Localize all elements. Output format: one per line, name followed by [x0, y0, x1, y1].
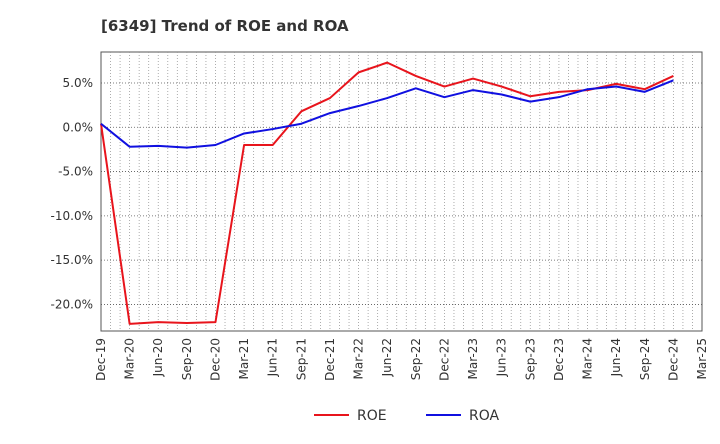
x-tick-label: Jun-24 — [609, 338, 623, 377]
y-tick-label: -15.0% — [51, 253, 93, 267]
x-tick-label: Sep-24 — [638, 338, 652, 380]
grid-layer — [100, 51, 703, 332]
x-tick-label: Sep-22 — [409, 338, 423, 380]
axis-layer: 5.0% 0.0% -5.0% -10.0% -15.0% -20.0% Dec-19 Mar… — [51, 76, 709, 381]
x-tick-label: Mar-20 — [123, 338, 137, 379]
x-tick-label: Sep-21 — [294, 338, 308, 380]
y-tick-label: -20.0% — [51, 297, 93, 311]
y-tick-label: -10.0% — [51, 209, 93, 223]
legend: ROE ROA — [314, 408, 500, 424]
chart-title: [6349] Trend of ROE and ROA — [101, 17, 349, 35]
x-tick-label: Mar-22 — [352, 338, 366, 379]
x-tick-label: Jun-20 — [151, 338, 165, 377]
x-tick-label: Jun-21 — [266, 338, 280, 377]
legend-label-roa: ROA — [469, 408, 500, 424]
y-tick-label: 5.0% — [63, 76, 94, 90]
x-tick-label: Jun-22 — [380, 338, 394, 377]
x-tick-label: Mar-23 — [466, 338, 480, 379]
x-tick-label: Mar-21 — [237, 338, 251, 379]
x-tick-label: Mar-25 — [695, 338, 709, 379]
x-tick-label: Sep-23 — [523, 338, 537, 380]
y-tick-label: -5.0% — [58, 165, 93, 179]
x-tick-label: Dec-24 — [666, 338, 680, 381]
x-tick-label: Mar-24 — [581, 338, 595, 379]
series-layer — [100, 61, 674, 325]
x-tick-label: Dec-19 — [94, 338, 108, 381]
y-tick-label: 0.0% — [63, 120, 94, 134]
legend-label-roe: ROE — [357, 408, 387, 424]
plot-frame — [100, 51, 703, 332]
x-tick-label: Sep-20 — [180, 338, 194, 380]
x-tick-label: Dec-23 — [552, 338, 566, 381]
x-tick-label: Dec-21 — [323, 338, 337, 381]
x-tick-label: Jun-23 — [495, 338, 509, 377]
x-tick-label: Dec-20 — [208, 338, 222, 381]
series-line-roa — [100, 79, 674, 149]
x-tick-label: Dec-22 — [437, 338, 451, 381]
series-line-roe — [100, 61, 674, 325]
